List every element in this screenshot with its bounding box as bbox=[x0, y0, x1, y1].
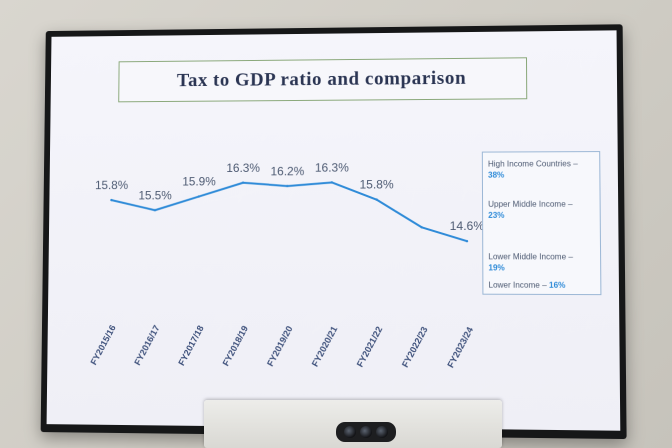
data-label: 15.8% bbox=[95, 178, 129, 192]
data-label: 16.3% bbox=[226, 161, 260, 175]
data-point bbox=[154, 209, 156, 211]
data-point bbox=[420, 226, 422, 228]
camera-lens bbox=[360, 426, 372, 438]
data-label: 15.5% bbox=[138, 188, 172, 202]
comparison-upper-middle-income: Upper Middle Income – 23% bbox=[488, 199, 599, 221]
x-tick-label: FY2023/24 bbox=[445, 325, 475, 369]
x-tick-label: FY2015/16 bbox=[88, 323, 117, 366]
x-tick-label: FY2021/22 bbox=[355, 325, 385, 369]
comparison-value: 19% bbox=[488, 263, 504, 272]
camera-lens bbox=[344, 426, 356, 438]
x-tick-label: FY2019/20 bbox=[265, 324, 295, 368]
presentation-slide: Tax to GDP ratio and comparison 15.8% FY2… bbox=[47, 30, 621, 430]
data-label: 15.8% bbox=[360, 177, 395, 191]
x-tick-label: FY2016/17 bbox=[132, 323, 161, 366]
data-point bbox=[375, 198, 377, 200]
comparison-value: 23% bbox=[488, 211, 504, 220]
x-tick-label: FY2020/21 bbox=[310, 324, 340, 368]
data-point bbox=[466, 240, 468, 242]
income-comparison-panel: High Income Countries – 38% Upper Middle… bbox=[482, 151, 602, 295]
x-tick-label: FY2017/18 bbox=[176, 324, 206, 368]
comparison-label: High Income Countries – bbox=[488, 158, 598, 169]
data-label: 15.9% bbox=[182, 175, 216, 189]
comparison-high-income: High Income Countries – 38% bbox=[488, 158, 598, 181]
comparison-lower-middle-income: Lower Middle Income – 19% bbox=[488, 251, 599, 274]
comparison-label: Upper Middle Income – bbox=[488, 199, 599, 210]
data-point bbox=[331, 181, 333, 183]
data-point bbox=[286, 185, 288, 187]
camera-lens bbox=[376, 426, 388, 438]
data-label: 16.3% bbox=[315, 160, 349, 174]
data-point bbox=[198, 195, 200, 197]
conference-soundbar bbox=[204, 400, 502, 448]
x-tick-label: FY2022/23 bbox=[400, 325, 430, 369]
comparison-label: Lower Middle Income – bbox=[488, 251, 599, 262]
comparison-label: Lower Income – 16% bbox=[488, 280, 599, 292]
comparison-lower-income: Lower Income – 16% bbox=[488, 280, 599, 292]
tv-display: Tax to GDP ratio and comparison 15.8% FY2… bbox=[41, 24, 627, 439]
data-point bbox=[242, 182, 244, 184]
data-label: 14.6% bbox=[450, 219, 485, 233]
data-label: 16.2% bbox=[270, 164, 304, 178]
camera-icon bbox=[336, 422, 396, 442]
comparison-value: 38% bbox=[488, 171, 504, 180]
x-tick-label: FY2018/19 bbox=[220, 324, 250, 368]
